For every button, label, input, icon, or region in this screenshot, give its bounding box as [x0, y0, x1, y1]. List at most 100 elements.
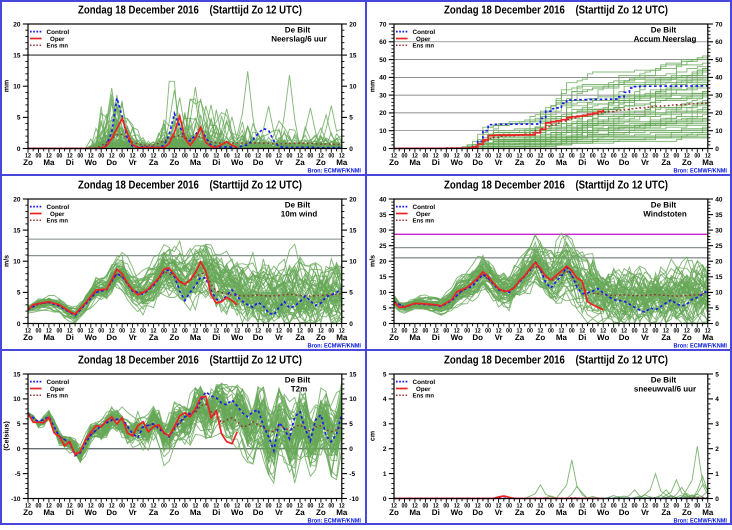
svg-text:12: 12 — [621, 327, 627, 334]
svg-text:00: 00 — [56, 502, 62, 509]
svg-text:12: 12 — [276, 502, 282, 509]
svg-text:cm: cm — [370, 431, 377, 441]
svg-text:Accum Neerslag: Accum Neerslag — [634, 34, 697, 43]
svg-text:12: 12 — [339, 502, 345, 509]
svg-text:mm: mm — [4, 80, 11, 92]
svg-text:Ma: Ma — [336, 158, 348, 167]
svg-text:2: 2 — [383, 446, 387, 453]
svg-text:12: 12 — [600, 152, 606, 159]
svg-text:-5: -5 — [15, 471, 21, 478]
svg-text:00: 00 — [611, 502, 617, 509]
svg-text:12: 12 — [454, 152, 460, 159]
svg-text:12: 12 — [171, 502, 177, 509]
svg-text:12: 12 — [663, 327, 669, 334]
svg-text:10: 10 — [379, 290, 387, 297]
svg-text:De Bilt: De Bilt — [285, 376, 311, 385]
svg-text:De Bilt: De Bilt — [285, 26, 311, 35]
svg-text:Bron: ECMWF/KNMI: Bron: ECMWF/KNMI — [674, 343, 728, 350]
svg-text:Ens mn: Ens mn — [47, 218, 69, 225]
svg-text:Oper: Oper — [50, 386, 65, 393]
svg-text:Ma: Ma — [409, 333, 421, 342]
svg-text:12: 12 — [339, 327, 345, 334]
svg-text:00: 00 — [266, 502, 272, 509]
svg-text:12: 12 — [705, 152, 711, 159]
svg-text:35: 35 — [379, 212, 387, 219]
svg-text:12: 12 — [46, 327, 52, 334]
svg-text:Do: Do — [472, 333, 483, 342]
svg-text:10m wind: 10m wind — [281, 209, 318, 218]
svg-text:00: 00 — [140, 502, 146, 509]
svg-text:12: 12 — [517, 502, 523, 509]
svg-text:12: 12 — [297, 152, 303, 159]
svg-text:-10: -10 — [349, 496, 359, 503]
svg-text:00: 00 — [673, 152, 679, 159]
svg-text:12: 12 — [151, 152, 157, 159]
svg-text:5: 5 — [715, 371, 719, 378]
svg-text:12: 12 — [109, 502, 115, 509]
svg-text:Control: Control — [47, 204, 70, 211]
svg-text:Ens mn: Ens mn — [413, 393, 435, 400]
svg-text:00: 00 — [140, 152, 146, 159]
svg-text:Vr: Vr — [129, 508, 137, 517]
svg-text:12: 12 — [171, 327, 177, 334]
svg-text:Do: Do — [106, 333, 117, 342]
svg-text:00: 00 — [653, 327, 659, 334]
svg-text:12: 12 — [255, 502, 261, 509]
svg-text:2: 2 — [715, 446, 719, 453]
svg-text:12: 12 — [88, 327, 94, 334]
svg-text:(Celsius): (Celsius) — [3, 421, 11, 451]
svg-text:12: 12 — [109, 152, 115, 159]
svg-text:0: 0 — [715, 496, 719, 503]
svg-text:20: 20 — [715, 110, 723, 117]
svg-text:10: 10 — [13, 396, 21, 403]
svg-text:25: 25 — [715, 243, 723, 250]
svg-text:10: 10 — [13, 84, 21, 91]
svg-text:Do: Do — [253, 508, 264, 517]
svg-text:12: 12 — [433, 327, 439, 334]
svg-text:00: 00 — [161, 152, 167, 159]
svg-text:Zo: Zo — [170, 158, 180, 167]
svg-text:Di: Di — [432, 333, 440, 342]
svg-text:5: 5 — [17, 115, 21, 122]
svg-text:Windstoten: Windstoten — [643, 209, 687, 218]
svg-text:Vr: Vr — [275, 333, 283, 342]
svg-text:00: 00 — [119, 327, 125, 334]
svg-text:00: 00 — [182, 502, 188, 509]
svg-text:0: 0 — [383, 321, 387, 328]
svg-text:15: 15 — [13, 371, 21, 378]
svg-text:12: 12 — [25, 327, 31, 334]
svg-text:12: 12 — [234, 152, 240, 159]
svg-text:00: 00 — [245, 327, 251, 334]
svg-text:00: 00 — [694, 327, 700, 334]
svg-text:Vr: Vr — [641, 333, 649, 342]
svg-text:00: 00 — [569, 327, 575, 334]
svg-text:00: 00 — [527, 327, 533, 334]
svg-text:00: 00 — [569, 152, 575, 159]
svg-text:Ma: Ma — [702, 158, 714, 167]
svg-text:50: 50 — [715, 57, 723, 64]
svg-text:00: 00 — [224, 152, 230, 159]
svg-text:00: 00 — [548, 152, 554, 159]
svg-text:00: 00 — [98, 327, 104, 334]
svg-text:00: 00 — [203, 152, 209, 159]
svg-text:Za: Za — [149, 333, 159, 342]
svg-text:12: 12 — [276, 152, 282, 159]
svg-text:12: 12 — [705, 327, 711, 334]
svg-text:12: 12 — [558, 327, 564, 334]
svg-text:12: 12 — [297, 502, 303, 509]
svg-text:00: 00 — [266, 327, 272, 334]
svg-text:Zo: Zo — [23, 333, 33, 342]
svg-text:sneeuwval/6 uur: sneeuwval/6 uur — [634, 384, 696, 393]
svg-text:12: 12 — [537, 327, 543, 334]
svg-text:Zondag 18 December 2016 (St: Zondag 18 December 2016 (Starttijd Zo 12… — [444, 5, 668, 17]
svg-text:40: 40 — [379, 75, 387, 82]
svg-text:12: 12 — [192, 327, 198, 334]
svg-text:De Bilt: De Bilt — [651, 376, 677, 385]
svg-text:00: 00 — [673, 502, 679, 509]
svg-text:Ma: Ma — [556, 333, 568, 342]
svg-text:Ma: Ma — [409, 158, 421, 167]
svg-text:10: 10 — [349, 259, 357, 266]
svg-text:Wo: Wo — [451, 158, 463, 167]
svg-text:Ma: Ma — [43, 333, 55, 342]
svg-text:Zo: Zo — [389, 333, 399, 342]
